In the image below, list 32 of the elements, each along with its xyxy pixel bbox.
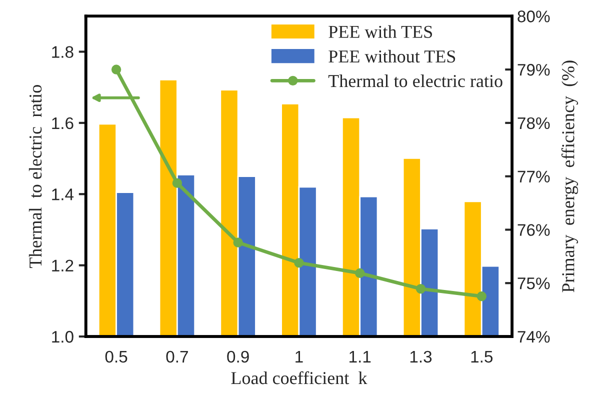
point <box>354 268 365 278</box>
point <box>172 178 182 188</box>
x-tick-label: 1.1 <box>350 351 371 362</box>
y2-tick-label: 80% <box>518 10 550 22</box>
y-tick-label: 1.0 <box>52 330 74 343</box>
point <box>476 291 486 302</box>
legend-label: PEE without TES <box>328 50 456 63</box>
y2-tick-label: 77% <box>518 170 550 182</box>
y2-tick-label: 76% <box>518 224 550 236</box>
y-tick-label: 1.4 <box>52 188 74 200</box>
y-tick-label: 1.8 <box>52 46 74 58</box>
legend-label: PEE with TES <box>328 25 432 38</box>
y2-tick-label: 75% <box>518 278 550 290</box>
legend-label: Thermal to electric ratio <box>328 74 502 88</box>
x-axis-title: Load coefficient k <box>231 371 368 384</box>
x-tick-label: 1 <box>296 351 303 362</box>
y2-tick-label: 74% <box>518 330 550 343</box>
y-tick-label: 1.2 <box>52 260 74 272</box>
point <box>294 258 304 268</box>
y2-axis-title: Primary energy efficiency (%) <box>561 60 578 292</box>
x-tick-label: 0.9 <box>227 350 249 363</box>
x-tick-label: 1.5 <box>471 351 493 363</box>
y2-tick-label: 79% <box>518 64 550 76</box>
x-tick-label: 0.5 <box>105 350 128 363</box>
y-axis-title: Thermal to electric ratio <box>28 85 42 268</box>
y2-tick-label: 78% <box>518 117 550 130</box>
y-tick-label: 1.6 <box>52 117 74 130</box>
point <box>416 284 426 294</box>
point <box>111 64 122 74</box>
point <box>233 238 243 248</box>
x-tick-label: 1.3 <box>410 350 432 363</box>
x-tick-label: 0.7 <box>166 350 188 363</box>
